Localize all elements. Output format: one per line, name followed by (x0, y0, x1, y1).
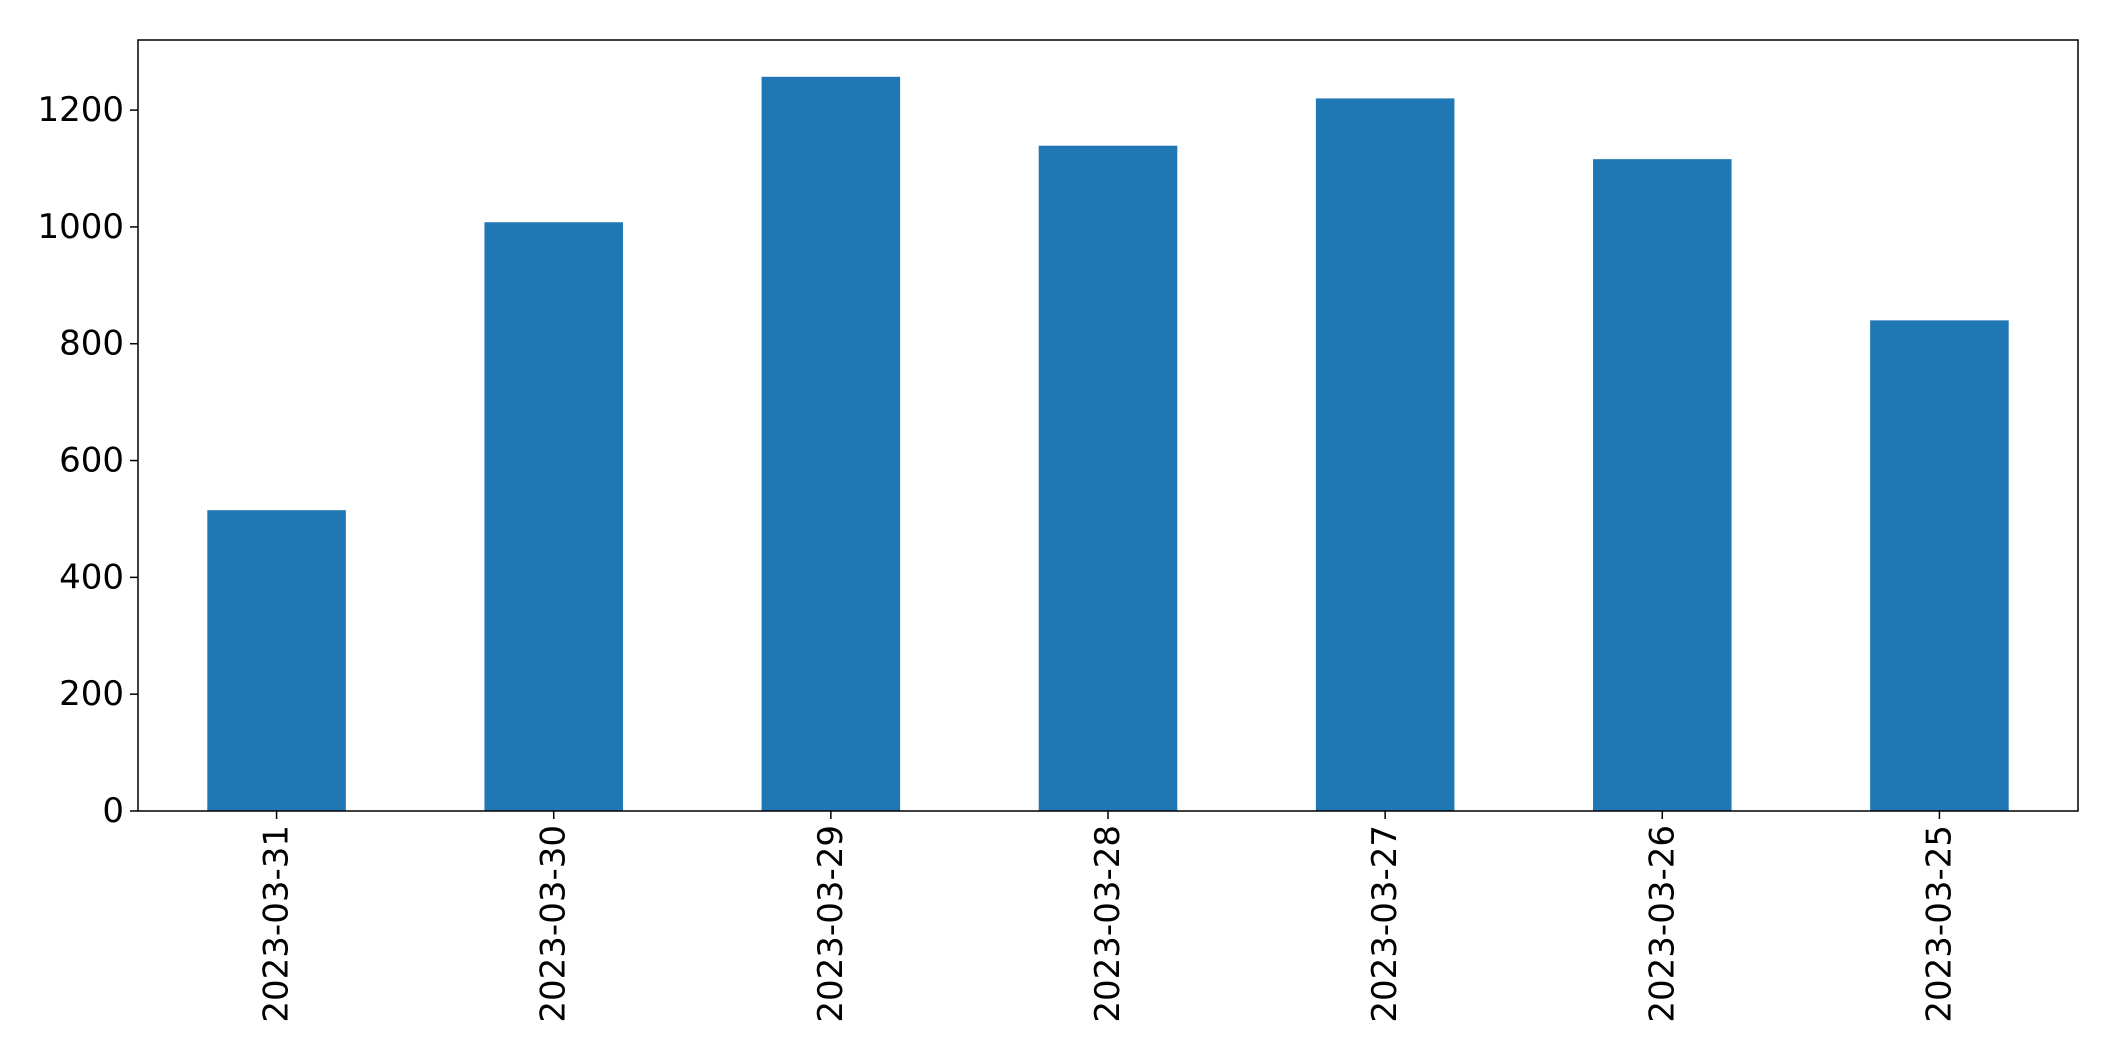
bar-2023-03-28 (1038, 145, 1178, 811)
x-tick-label: 2023-03-26 (1642, 825, 1682, 1023)
y-tick-label: 1200 (37, 90, 124, 130)
y-tick-label: 400 (59, 557, 124, 597)
y-tick-label: 0 (102, 791, 124, 831)
y-tick-label: 800 (59, 324, 124, 364)
bar-2023-03-29 (761, 76, 901, 811)
y-tick-label: 200 (59, 674, 124, 714)
x-axis-ticks: 2023-03-31 2023-03-30 2023-03-29 2023-03-28… (257, 811, 1959, 1023)
x-tick-label: 2023-03-30 (534, 825, 574, 1023)
bar-2023-03-27 (1315, 98, 1455, 812)
x-tick-label: 2023-03-28 (1088, 825, 1128, 1023)
bar-2023-03-30 (484, 222, 623, 812)
y-axis-ticks: 0 200 400 600 800 1000 1200 (37, 90, 138, 831)
bars-group (207, 76, 2009, 812)
plot-frame (137, 39, 2079, 812)
y-tick-label: 1000 (37, 207, 124, 247)
bar-2023-03-31 (207, 510, 346, 811)
x-tick-label: 2023-03-25 (1919, 825, 1959, 1023)
x-tick-label: 2023-03-31 (257, 825, 297, 1023)
x-tick-label: 2023-03-29 (811, 825, 851, 1023)
bar-2023-03-25 (1870, 320, 2009, 811)
y-tick-label: 600 (59, 441, 124, 481)
bar-2023-03-26 (1593, 159, 1732, 811)
x-tick-label: 2023-03-27 (1365, 825, 1405, 1023)
